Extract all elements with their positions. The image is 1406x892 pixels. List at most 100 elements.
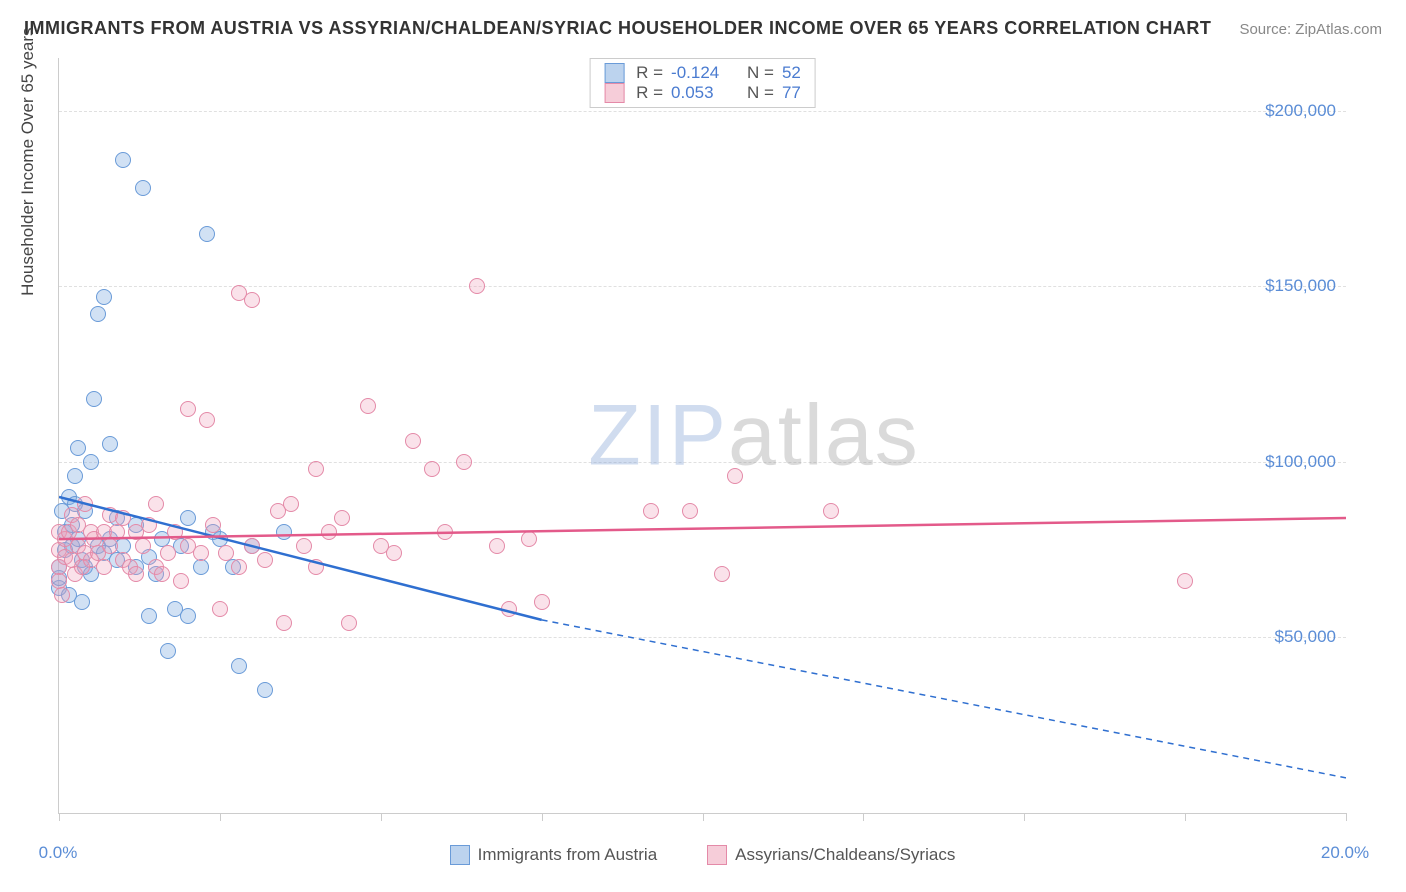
source-attribution: Source: ZipAtlas.com [1239, 21, 1382, 38]
legend-swatch-assyrian [707, 845, 727, 865]
x-tick [381, 813, 382, 821]
data-point-assyrian [501, 601, 517, 617]
data-point-austria [102, 436, 118, 452]
data-point-assyrian [109, 524, 125, 540]
data-point-assyrian [643, 503, 659, 519]
data-point-assyrian [334, 510, 350, 526]
data-point-assyrian [341, 615, 357, 631]
correlation-stats-box: R = -0.124 N = 52 R = 0.053 N = 77 [589, 58, 816, 108]
data-point-assyrian [360, 398, 376, 414]
gridline-h [59, 637, 1346, 638]
gridline-h [59, 111, 1346, 112]
stats-row-austria: R = -0.124 N = 52 [604, 63, 801, 83]
data-point-assyrian [244, 292, 260, 308]
data-point-assyrian [167, 524, 183, 540]
data-point-assyrian [244, 538, 260, 554]
data-point-assyrian [180, 401, 196, 417]
legend-swatch-austria [450, 845, 470, 865]
data-point-austria [180, 608, 196, 624]
gridline-h [59, 286, 1346, 287]
data-point-assyrian [308, 559, 324, 575]
data-point-assyrian [456, 454, 472, 470]
data-point-assyrian [257, 552, 273, 568]
data-point-assyrian [102, 538, 118, 554]
data-point-assyrian [77, 496, 93, 512]
data-point-assyrian [173, 573, 189, 589]
x-tick [220, 813, 221, 821]
data-point-assyrian [276, 615, 292, 631]
y-tick-label: $100,000 [1265, 452, 1336, 472]
data-point-austria [70, 440, 86, 456]
r-value-assyrian: 0.053 [671, 83, 729, 103]
data-point-assyrian [115, 510, 131, 526]
gridline-h [59, 462, 1346, 463]
data-point-assyrian [154, 566, 170, 582]
data-point-assyrian [823, 503, 839, 519]
r-label: R = [636, 63, 663, 83]
data-point-assyrian [128, 566, 144, 582]
data-point-austria [276, 524, 292, 540]
x-tick [1346, 813, 1347, 821]
x-tick [863, 813, 864, 821]
legend-item-assyrian: Assyrians/Chaldeans/Syriacs [707, 845, 955, 865]
data-point-austria [67, 468, 83, 484]
data-point-assyrian [96, 559, 112, 575]
x-tick [1185, 813, 1186, 821]
trendline-ext-austria [542, 620, 1346, 778]
data-point-assyrian [199, 412, 215, 428]
n-label: N = [747, 83, 774, 103]
data-point-assyrian [682, 503, 698, 519]
x-label-min: 0.0% [39, 843, 78, 863]
x-tick [1024, 813, 1025, 821]
n-label: N = [747, 63, 774, 83]
data-point-austria [135, 180, 151, 196]
data-point-assyrian [135, 538, 151, 554]
n-value-austria: 52 [782, 63, 801, 83]
data-point-assyrian [231, 559, 247, 575]
swatch-assyrian [604, 83, 624, 103]
data-point-austria [90, 306, 106, 322]
x-label-max: 20.0% [1321, 843, 1369, 863]
data-point-assyrian [205, 517, 221, 533]
x-tick [703, 813, 704, 821]
data-point-assyrian [1177, 573, 1193, 589]
y-tick-label: $150,000 [1265, 276, 1336, 296]
swatch-austria [604, 63, 624, 83]
legend-bottom: Immigrants from Austria Assyrians/Chaldea… [59, 845, 1346, 865]
data-point-assyrian [727, 468, 743, 484]
watermark-part2: atlas [728, 387, 920, 483]
data-point-assyrian [424, 461, 440, 477]
r-value-austria: -0.124 [671, 63, 729, 83]
r-label: R = [636, 83, 663, 103]
y-axis-title: Householder Income Over 65 years [18, 27, 38, 295]
chart-title: IMMIGRANTS FROM AUSTRIA VS ASSYRIAN/CHAL… [24, 18, 1211, 39]
data-point-austria [83, 454, 99, 470]
trend-lines-svg [59, 58, 1346, 813]
data-point-assyrian [212, 601, 228, 617]
plot-area: R =-0.124N =52R =0.053N =77 ZIPatlas Imm… [58, 58, 1346, 814]
data-point-assyrian [469, 278, 485, 294]
stats-row-assyrian: R = 0.053 N = 77 [604, 83, 801, 103]
x-tick [542, 813, 543, 821]
data-point-austria [115, 152, 131, 168]
data-point-austria [231, 658, 247, 674]
data-point-assyrian [714, 566, 730, 582]
data-point-austria [141, 608, 157, 624]
data-point-assyrian [141, 517, 157, 533]
watermark-part1: ZIP [588, 387, 728, 483]
data-point-austria [96, 289, 112, 305]
data-point-assyrian [386, 545, 402, 561]
trendline-assyrian [59, 518, 1346, 539]
data-point-assyrian [54, 587, 70, 603]
n-value-assyrian: 77 [782, 83, 801, 103]
legend-label-assyrian: Assyrians/Chaldeans/Syriacs [735, 845, 955, 865]
data-point-assyrian [160, 545, 176, 561]
y-tick-label: $200,000 [1265, 101, 1336, 121]
watermark: ZIPatlas [588, 386, 919, 485]
data-point-assyrian [148, 496, 164, 512]
data-point-assyrian [296, 538, 312, 554]
data-point-austria [180, 510, 196, 526]
data-point-assyrian [437, 524, 453, 540]
legend-item-austria: Immigrants from Austria [450, 845, 658, 865]
data-point-assyrian [489, 538, 505, 554]
